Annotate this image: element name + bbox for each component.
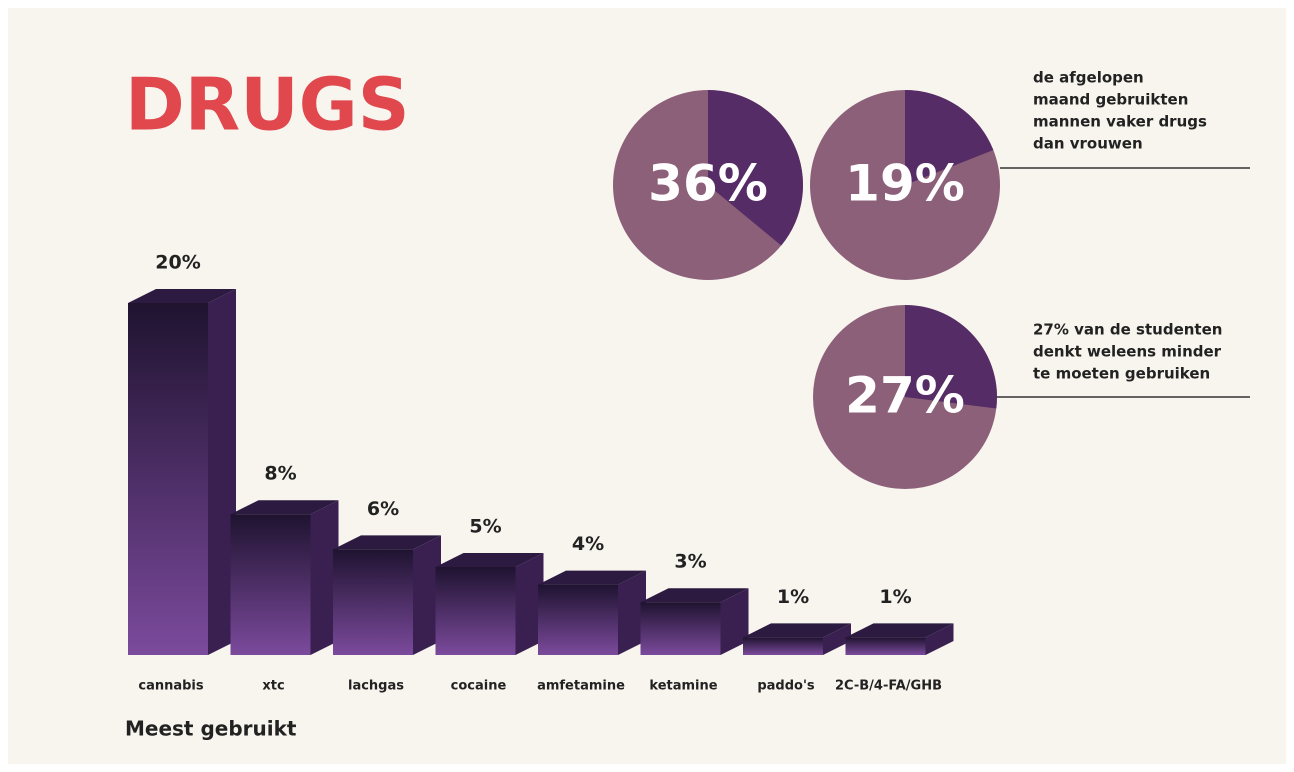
- value-label: 3%: [674, 551, 706, 573]
- bar-side: [823, 623, 851, 655]
- stat-wedge: [905, 305, 997, 409]
- bar: [435, 567, 516, 655]
- bar-side: [208, 289, 236, 655]
- x-tick-label: amfetamine: [537, 679, 625, 694]
- value-label: 1%: [777, 586, 809, 608]
- x-tick-label: cocaine: [451, 679, 507, 694]
- bar: [230, 514, 311, 655]
- bar-side: [925, 623, 954, 655]
- bar-top: [333, 535, 441, 550]
- stat-label: 36%: [648, 155, 768, 213]
- bar-side: [618, 570, 646, 655]
- bar: [640, 602, 721, 655]
- stat-label: 27%: [845, 367, 965, 425]
- value-label: 5%: [469, 516, 501, 538]
- bar: [743, 637, 823, 655]
- value-label: 8%: [264, 463, 296, 485]
- note-text: mannen vaker drugs: [1033, 113, 1207, 131]
- x-tick-label: cannabis: [138, 679, 204, 694]
- note-text: denkt weleens minder: [1033, 343, 1222, 361]
- note-text: te moeten gebruiken: [1033, 365, 1210, 383]
- note-text: de afgelopen: [1033, 69, 1144, 87]
- bar-top: [538, 570, 646, 585]
- bar-top: [743, 623, 851, 638]
- x-axis-label: Meest gebruikt: [125, 717, 297, 741]
- bar: [538, 584, 618, 655]
- note-text: 27% van de studenten: [1033, 321, 1222, 339]
- note-text: dan vrouwen: [1033, 135, 1143, 153]
- bar-top: [128, 289, 236, 303]
- bar-side: [413, 535, 441, 655]
- value-label: 6%: [367, 498, 399, 520]
- bar-side: [720, 588, 749, 655]
- value-label: 1%: [879, 586, 911, 608]
- bar-top: [230, 500, 339, 515]
- bar-top: [640, 588, 749, 603]
- bar-side: [515, 553, 544, 655]
- x-tick-label: xtc: [262, 679, 284, 694]
- x-tick-label: paddo's: [757, 679, 815, 694]
- bar-top: [435, 553, 544, 567]
- note-text: maand gebruikten: [1033, 91, 1188, 109]
- bar-side: [310, 500, 339, 655]
- x-tick-label: lachgas: [348, 679, 404, 694]
- x-tick-label: ketamine: [649, 679, 717, 694]
- stat-wedge: [708, 90, 803, 246]
- bar: [128, 303, 208, 655]
- value-label: 4%: [572, 533, 604, 555]
- x-tick-label: 2C-B/4-FA/GHB: [835, 679, 942, 694]
- value-label: 20%: [155, 252, 200, 274]
- bar: [845, 637, 926, 655]
- stat-label: 19%: [845, 155, 965, 213]
- chart-title: DRUGS: [125, 63, 410, 147]
- stat-wedge: [905, 90, 994, 185]
- bar-top: [845, 623, 954, 638]
- bar: [333, 549, 413, 655]
